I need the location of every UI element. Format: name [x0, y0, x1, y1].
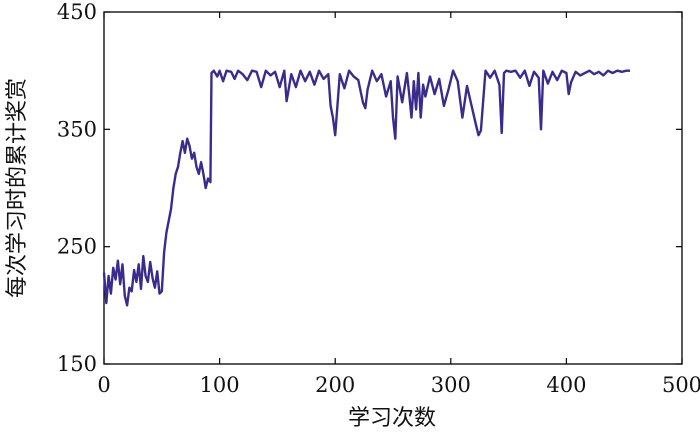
- y-tick-label: 150: [57, 352, 97, 376]
- x-tick-label: 100: [200, 373, 240, 397]
- x-tick-label: 0: [97, 373, 110, 397]
- plot-frame: [103, 11, 683, 365]
- y-tick-label: 250: [57, 235, 97, 259]
- x-tick-label: 200: [315, 373, 355, 397]
- y-tick-label: 450: [57, 0, 97, 24]
- x-tick-label: 400: [546, 373, 586, 397]
- plot-area: [102, 11, 683, 365]
- x-tick-labels: 0 100 200 300 400 500: [97, 373, 700, 397]
- y-tick-labels: 150 250 350 450: [57, 0, 97, 376]
- series-line-0: [102, 69, 630, 307]
- y-axis-title: 每次学习时的累计奖赏: [5, 78, 30, 298]
- x-axis-title: 学习次数: [348, 406, 436, 431]
- y-tick-label: 350: [57, 117, 97, 141]
- axis-ticks: [103, 11, 683, 365]
- x-tick-label: 500: [662, 373, 700, 397]
- x-tick-label: 300: [431, 373, 471, 397]
